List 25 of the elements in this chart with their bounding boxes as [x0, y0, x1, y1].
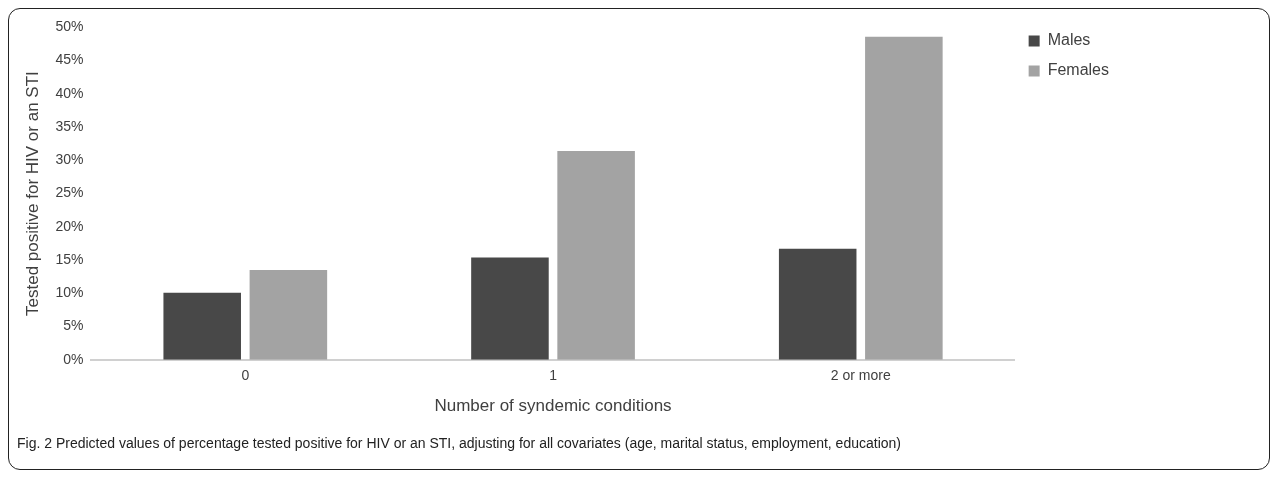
- bar: [865, 36, 943, 360]
- y-tick-label: 10%: [55, 284, 84, 301]
- y-tick-label: 5%: [63, 317, 84, 334]
- legend-label: Females: [1047, 61, 1110, 79]
- y-tick-label: 20%: [55, 217, 84, 234]
- bar: [778, 248, 857, 360]
- y-tick-label: 30%: [55, 151, 84, 168]
- bar: [163, 292, 241, 360]
- y-tick-label: 25%: [55, 184, 84, 201]
- caption: Fig. 2 Predicted values of percentage tested positive for HIV or an STI, adjusting for all covariates (age, marital status, employment, education): [17, 435, 901, 451]
- bar: [249, 270, 328, 360]
- x-tick-label: 0: [241, 367, 250, 384]
- legend-label: Males: [1047, 31, 1091, 49]
- y-tick-label: 15%: [55, 250, 84, 267]
- y-tick-label: 45%: [55, 51, 84, 68]
- bar: [557, 151, 635, 360]
- y-tick-label: 0%: [63, 350, 84, 367]
- y-tick-label: 35%: [55, 117, 84, 134]
- y-tick-label: 40%: [55, 84, 84, 101]
- bar: [471, 257, 549, 360]
- y-tick-label: 50%: [55, 18, 84, 35]
- y-axis-title: Tested positive for HIV or an STI: [22, 71, 42, 316]
- x-axis-title: Number of syndemic conditions: [434, 396, 672, 416]
- x-tick-label: 1: [549, 367, 558, 384]
- x-tick-label: 2 or more: [830, 367, 891, 384]
